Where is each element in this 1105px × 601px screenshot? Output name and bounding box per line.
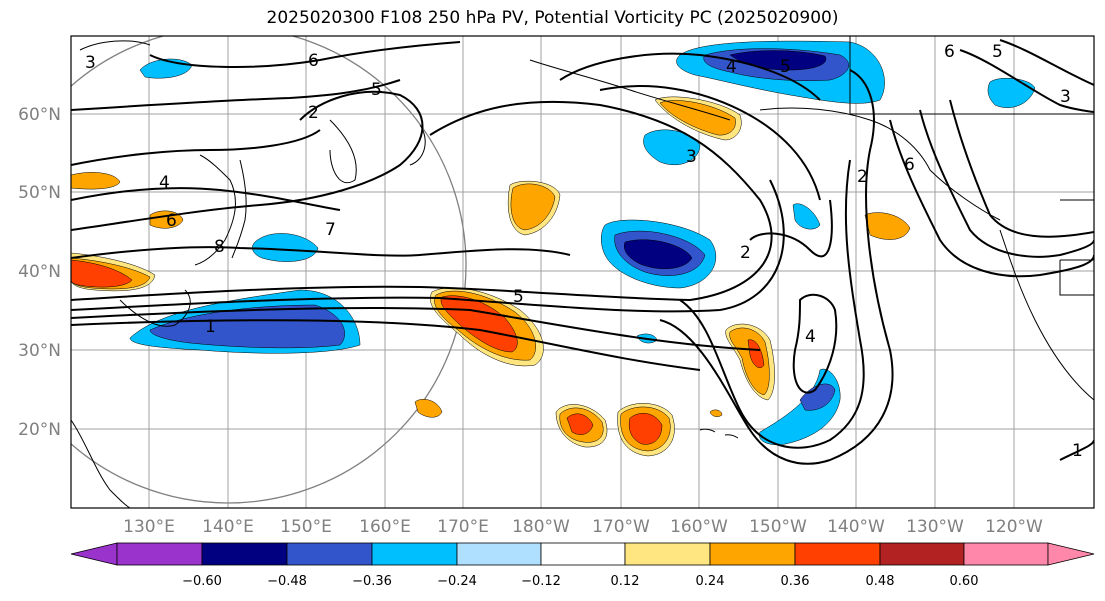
lat-label: 30°N [18, 341, 61, 361]
contour-label: 4 [805, 327, 816, 347]
contour-label: 5 [992, 42, 1003, 62]
colorbar-tick-label: −0.48 [267, 574, 307, 589]
lon-label: 120°W [985, 517, 1043, 537]
contour-label: 2 [740, 243, 751, 263]
colorbar-tick-label: −0.60 [182, 574, 222, 589]
lon-label: 170°E [437, 517, 489, 537]
colorbar-segment [371, 542, 458, 566]
contour-label: 3 [1060, 87, 1071, 107]
reference-circle [71, 36, 467, 504]
contour-label: 5 [371, 80, 382, 100]
lat-label: 50°N [18, 183, 61, 203]
lon-label: 150°E [280, 517, 332, 537]
colorbar-segment [624, 542, 711, 566]
colorbar-segment [963, 542, 1049, 566]
colorbar-min-extension [70, 542, 118, 566]
contour-label: 6 [308, 51, 319, 71]
contour-label: 6 [166, 211, 177, 231]
colorbar [70, 542, 1095, 566]
colorbar-tick-label: 0.48 [866, 574, 895, 589]
colorbar-segment [540, 542, 626, 566]
colorbar-segment [286, 542, 373, 566]
coastlines [71, 36, 1094, 508]
lon-label: 140°W [827, 517, 885, 537]
colorbar-tick-label: 0.24 [696, 574, 725, 589]
contour-label: 2 [857, 167, 868, 187]
colorbar-segment [456, 542, 542, 566]
lon-label: 150°W [749, 517, 807, 537]
contour-label: 4 [726, 57, 737, 77]
colorbar-tick-label: −0.36 [352, 574, 392, 589]
lat-label: 20°N [18, 420, 61, 440]
colorbar-segment [201, 542, 288, 566]
contour-label: 4 [159, 173, 170, 193]
colorbar-segment [794, 542, 881, 566]
longitude-labels: 130°E 140°E 150°E 160°E 170°E 180°W 170°… [123, 517, 1043, 537]
lon-label: 130°E [123, 517, 175, 537]
colorbar-max-extension [1047, 542, 1095, 566]
colorbar-tick-labels: −0.60 −0.48 −0.36 −0.24 −0.12 0.12 0.24 … [182, 574, 978, 589]
contour-label: 5 [513, 287, 524, 307]
map-title: 2025020300 F108 250 hPa PV, Potential Vo… [266, 8, 839, 28]
colorbar-tick-label: −0.24 [437, 574, 477, 589]
pv-contours [71, 39, 1094, 465]
colorbar-tick-label: 0.60 [950, 574, 979, 589]
colorbar-tick-label: −0.12 [521, 574, 561, 589]
lon-label: 130°W [906, 517, 964, 537]
contour-label: 5 [780, 57, 791, 77]
colorbar-tick-label: 0.12 [611, 574, 640, 589]
contour-label: 7 [325, 220, 336, 240]
latitude-labels: 60°N 50°N 40°N 30°N 20°N [18, 105, 61, 440]
contour-label: 6 [944, 42, 955, 62]
colorbar-segment [879, 542, 965, 566]
contour-label: 1 [205, 317, 216, 337]
lat-label: 40°N [18, 262, 61, 282]
lon-label: 140°E [202, 517, 254, 537]
colorbar-segment [116, 542, 203, 566]
lon-label: 160°E [359, 517, 411, 537]
colorbar-tick-label: 0.36 [781, 574, 810, 589]
map-frame [70, 35, 1095, 509]
contour-label: 2 [308, 103, 319, 123]
contour-label: 8 [214, 237, 225, 257]
contour-label: 3 [85, 53, 96, 73]
pv-shading [71, 40, 1036, 457]
colorbar-segment [709, 542, 796, 566]
lon-label: 180°W [512, 517, 570, 537]
contour-labels: 6 5 2 4 6 7 8 1 5 4 5 3 2 2 4 1 6 5 3 3 … [85, 42, 1083, 461]
contour-label: 3 [686, 147, 697, 167]
lat-label: 60°N [18, 105, 61, 125]
lon-label: 160°W [670, 517, 728, 537]
contour-label: 1 [1072, 441, 1083, 461]
lon-label: 170°W [592, 517, 650, 537]
contour-label: 6 [904, 155, 915, 175]
